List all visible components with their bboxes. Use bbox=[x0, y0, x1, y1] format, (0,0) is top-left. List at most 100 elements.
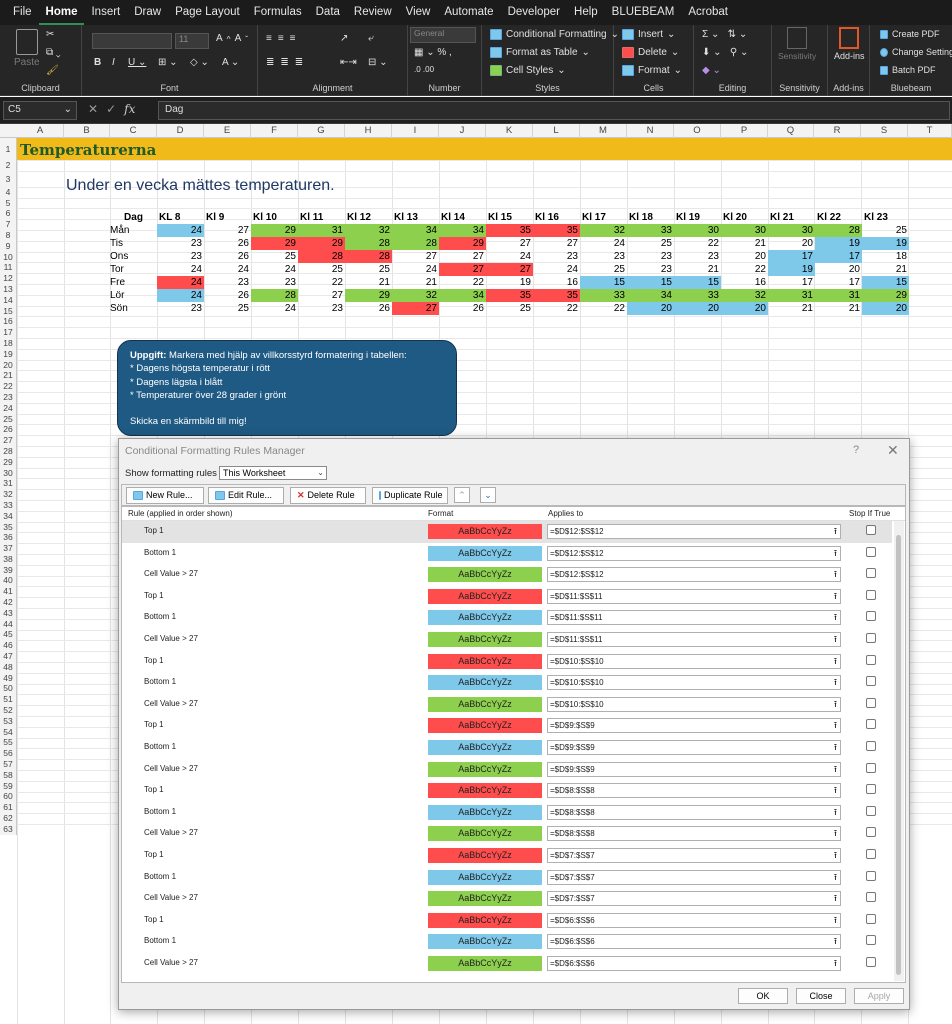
temperature-cell[interactable]: 20 bbox=[754, 251, 766, 262]
applies-to-field[interactable]: =$D$10:$S$10 ⭱ bbox=[547, 653, 841, 669]
temperature-cell[interactable]: 28 bbox=[392, 237, 439, 250]
row-header[interactable]: 32 bbox=[3, 489, 13, 500]
font-color-icon[interactable]: A ⌄ bbox=[222, 57, 240, 68]
applies-to-field[interactable]: =$D$8:$S$8 ⭱ bbox=[547, 804, 841, 820]
temperature-cell[interactable]: 35 bbox=[486, 289, 533, 302]
format-cells-button[interactable]: Format ⌄ bbox=[622, 65, 682, 76]
stop-if-true-checkbox[interactable] bbox=[866, 913, 876, 924]
temperature-cell[interactable]: 27 bbox=[392, 302, 439, 315]
temperature-cell[interactable]: 23 bbox=[190, 251, 202, 262]
menu-item-view[interactable]: View bbox=[405, 6, 431, 18]
temperature-cell[interactable]: 24 bbox=[157, 276, 204, 289]
temperature-cell[interactable]: 28 bbox=[345, 237, 392, 250]
row-header[interactable]: 1 bbox=[5, 144, 11, 154]
font-size-box[interactable]: 11 bbox=[175, 33, 209, 49]
temperature-cell[interactable]: 21 bbox=[801, 303, 813, 314]
temperature-cell[interactable]: 20 bbox=[848, 264, 860, 275]
edit-rule-button[interactable]: Edit Rule... bbox=[208, 487, 284, 504]
day-cell[interactable]: Lör bbox=[110, 290, 125, 301]
rule-row[interactable]: Top 1 AaBbCcYyZz =$D$11:$S$11 ⭱ bbox=[122, 586, 892, 608]
delete-cells-button[interactable]: Delete ⌄ bbox=[622, 47, 679, 58]
day-cell[interactable]: Sön bbox=[110, 303, 128, 314]
row-header[interactable]: 34 bbox=[3, 510, 13, 521]
temperature-cell[interactable]: 24 bbox=[190, 264, 202, 275]
menu-item-bluebeam[interactable]: BLUEBEAM bbox=[611, 6, 675, 18]
format-painter-icon[interactable]: 🖌 bbox=[46, 65, 59, 76]
fill-color-icon[interactable]: ◇ ⌄ bbox=[190, 57, 209, 68]
temperature-cell[interactable]: 30 bbox=[721, 224, 768, 237]
hour-header[interactable]: Kl 17 bbox=[582, 212, 606, 223]
name-box[interactable]: C5 ⌄ bbox=[3, 101, 77, 120]
temperature-cell[interactable]: 26 bbox=[472, 303, 484, 314]
row-header[interactable]: 13 bbox=[3, 283, 13, 294]
row-header[interactable]: 8 bbox=[5, 229, 11, 240]
menu-item-page-layout[interactable]: Page Layout bbox=[175, 6, 240, 18]
temperature-cell[interactable]: 20 bbox=[674, 302, 721, 315]
applies-to-field[interactable]: =$D$12:$S$12 ⭱ bbox=[547, 545, 841, 561]
temperature-cell[interactable]: 24 bbox=[284, 303, 296, 314]
stop-if-true-checkbox[interactable] bbox=[866, 827, 876, 838]
rule-row[interactable]: Top 1 AaBbCcYyZz =$D$8:$S$8 ⭱ bbox=[122, 780, 892, 802]
merge-icon[interactable]: ⊟ ⌄ bbox=[368, 57, 388, 68]
temperature-cell[interactable]: 35 bbox=[486, 224, 533, 237]
menu-item-home[interactable]: Home bbox=[38, 0, 85, 25]
menu-item-insert[interactable]: Insert bbox=[91, 6, 121, 18]
row-header[interactable]: 39 bbox=[3, 564, 13, 575]
range-select-icon[interactable]: ⭱ bbox=[833, 612, 837, 623]
temperature-cell[interactable]: 23 bbox=[190, 303, 202, 314]
row-header[interactable]: 27 bbox=[3, 435, 13, 446]
applies-to-field[interactable]: =$D$6:$S$6 ⭱ bbox=[547, 934, 841, 950]
menu-item-developer[interactable]: Developer bbox=[507, 6, 561, 18]
applies-to-field[interactable]: =$D$11:$S$11 ⭱ bbox=[547, 610, 841, 626]
rule-row[interactable]: Bottom 1 AaBbCcYyZz =$D$12:$S$12 ⭱ bbox=[122, 543, 892, 565]
hour-header[interactable]: Kl 12 bbox=[347, 212, 371, 223]
move-down-button[interactable]: ⌄ bbox=[480, 487, 496, 503]
paste-button[interactable]: Paste bbox=[14, 29, 40, 68]
rule-row[interactable]: Top 1 AaBbCcYyZz =$D$9:$S$9 ⭱ bbox=[122, 715, 892, 737]
rule-row[interactable]: Cell Value > 27 AaBbCcYyZz =$D$6:$S$6 ⭱ bbox=[122, 953, 892, 975]
range-select-icon[interactable]: ⭱ bbox=[833, 720, 837, 731]
row-header[interactable]: 14 bbox=[3, 294, 13, 305]
rules-scrollbar[interactable] bbox=[894, 521, 904, 981]
column-header[interactable]: S bbox=[861, 124, 908, 138]
temperature-cell[interactable]: 32 bbox=[721, 289, 768, 302]
temperature-cell[interactable]: 33 bbox=[627, 224, 674, 237]
range-select-icon[interactable]: ⭱ bbox=[833, 590, 837, 601]
row-header[interactable]: 46 bbox=[3, 640, 13, 651]
day-cell[interactable]: Fre bbox=[110, 277, 125, 288]
row-header[interactable]: 28 bbox=[3, 445, 13, 456]
applies-to-field[interactable]: =$D$7:$S$7 ⭱ bbox=[547, 848, 841, 863]
temperature-cell[interactable]: 24 bbox=[284, 264, 296, 275]
row-header[interactable]: 31 bbox=[3, 478, 13, 489]
temperature-cell[interactable]: 34 bbox=[392, 224, 439, 237]
temperature-cell[interactable]: 25 bbox=[895, 225, 907, 236]
temperature-cell[interactable]: 30 bbox=[768, 224, 815, 237]
row-header[interactable]: 36 bbox=[3, 532, 13, 543]
temperature-cell[interactable]: 23 bbox=[237, 277, 249, 288]
ok-button[interactable]: OK bbox=[738, 988, 788, 1004]
hour-header[interactable]: Kl 18 bbox=[629, 212, 653, 223]
applies-to-field[interactable]: =$D$8:$S$8 ⭱ bbox=[547, 783, 841, 799]
temperature-cell[interactable]: 22 bbox=[613, 303, 625, 314]
row-header[interactable]: 54 bbox=[3, 726, 13, 737]
stop-if-true-checkbox[interactable] bbox=[866, 849, 876, 859]
hour-header[interactable]: Kl 9 bbox=[206, 212, 225, 223]
day-cell[interactable]: Tis bbox=[110, 238, 123, 249]
temperature-cell[interactable]: 21 bbox=[895, 264, 907, 275]
rule-row[interactable]: Cell Value > 27 AaBbCcYyZz =$D$12:$S$12 ⭱ bbox=[122, 564, 892, 586]
row-header[interactable]: 43 bbox=[3, 607, 13, 618]
row-header[interactable]: 4 bbox=[5, 186, 11, 197]
column-header[interactable]: H bbox=[345, 124, 392, 138]
temperature-cell[interactable]: 29 bbox=[345, 289, 392, 302]
column-header[interactable]: L bbox=[533, 124, 580, 138]
applies-to-field[interactable]: =$D$12:$S$12 ⭱ bbox=[547, 524, 841, 539]
temperature-cell[interactable]: 25 bbox=[378, 264, 390, 275]
temperature-cell[interactable]: 23 bbox=[613, 251, 625, 262]
stop-if-true-checkbox[interactable] bbox=[866, 654, 876, 665]
row-header[interactable]: 63 bbox=[3, 823, 13, 834]
wrap-text-icon[interactable]: ⤶ bbox=[368, 33, 374, 44]
temperature-cell[interactable]: 23 bbox=[566, 251, 578, 262]
stop-if-true-checkbox[interactable] bbox=[866, 546, 876, 557]
temperature-cell[interactable]: 28 bbox=[345, 250, 392, 263]
